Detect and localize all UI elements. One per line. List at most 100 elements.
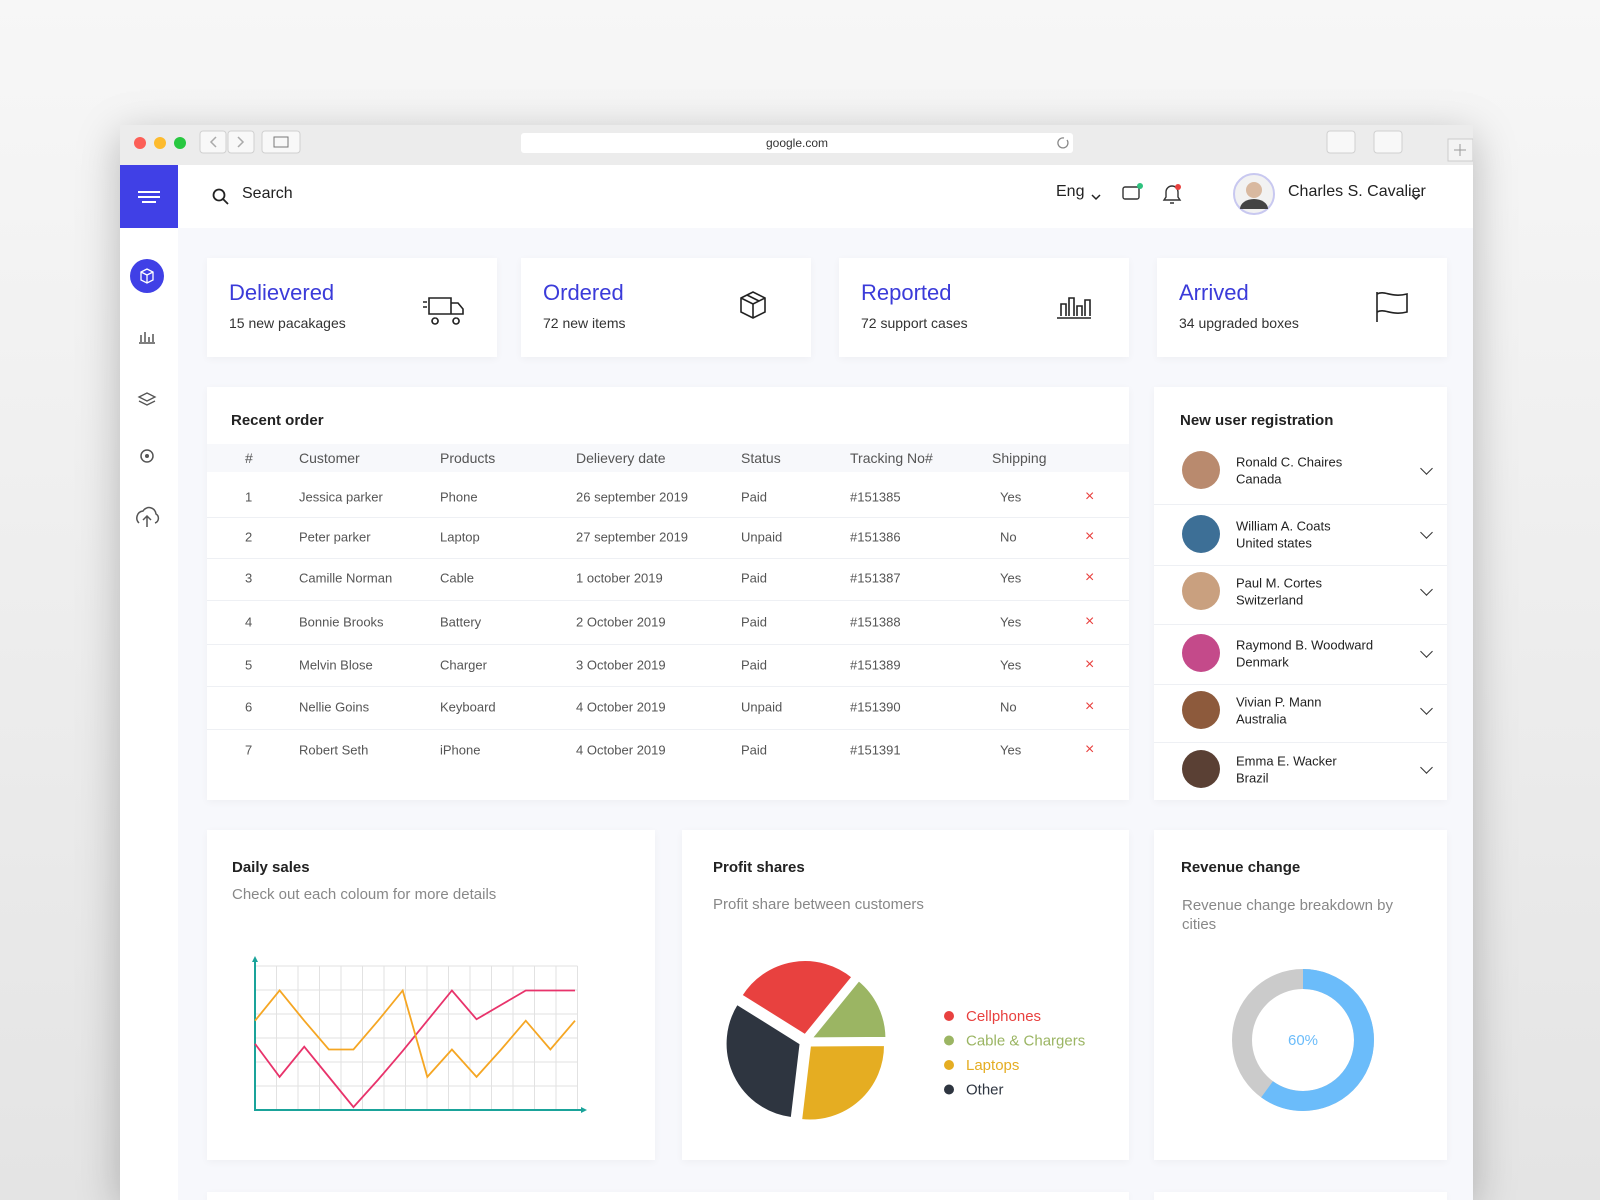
expand-button[interactable] xyxy=(1420,645,1433,658)
forward-button[interactable] xyxy=(227,130,255,154)
user-avatar xyxy=(1182,634,1220,672)
row-divider xyxy=(1154,624,1447,625)
tabs-button[interactable] xyxy=(1373,130,1403,154)
expand-button[interactable] xyxy=(1420,462,1433,475)
icon-shape xyxy=(740,291,766,319)
delete-button[interactable]: × xyxy=(1085,656,1095,673)
back-button[interactable] xyxy=(199,130,227,154)
search-input[interactable]: Search xyxy=(242,185,293,202)
table-cell: Camille Norman xyxy=(299,570,393,586)
table-cell: 1 xyxy=(245,489,253,505)
user-name: Emma E. Wacker xyxy=(1236,753,1337,769)
address-bar[interactable] xyxy=(521,133,1073,153)
title-bar: google.com xyxy=(120,125,1473,166)
expand-button[interactable] xyxy=(1420,583,1433,596)
delete-button[interactable]: × xyxy=(1085,613,1095,630)
table-cell: 4 xyxy=(245,614,253,630)
table-header xyxy=(207,444,1129,472)
expand-button[interactable] xyxy=(1420,526,1433,539)
next-card xyxy=(207,1192,1129,1200)
nav-stats[interactable] xyxy=(139,332,155,344)
icon-shape xyxy=(1376,292,1408,322)
row-divider xyxy=(207,557,1129,559)
user-name[interactable]: Charles S. Cavalier xyxy=(1288,183,1426,200)
stat-icon xyxy=(740,291,766,319)
notifications-button[interactable] xyxy=(1162,185,1182,204)
share-button[interactable] xyxy=(1326,130,1356,154)
table-cell: Yes xyxy=(1000,657,1022,673)
delete-button[interactable]: × xyxy=(1085,569,1095,586)
user-country: Canada xyxy=(1236,471,1282,487)
nav-settings[interactable] xyxy=(140,449,154,463)
expand-button[interactable] xyxy=(1420,761,1433,774)
row-divider xyxy=(1154,683,1447,685)
nav-upload[interactable] xyxy=(136,506,160,527)
stat-card: Ordered 72 new items xyxy=(521,258,811,357)
user-avatar xyxy=(1182,572,1220,610)
stat-subtitle: 72 new items xyxy=(543,315,626,331)
profit-shares-card: Profit shares Profit share between custo… xyxy=(682,830,1129,1160)
table-cell: Jessica parker xyxy=(299,489,383,505)
delete-button[interactable]: × xyxy=(1085,488,1095,505)
table-cell: 3 xyxy=(245,570,253,586)
stat-icon xyxy=(423,297,464,325)
stat-icon xyxy=(1057,297,1091,319)
user-country: United states xyxy=(1236,535,1312,551)
column-header: Shipping xyxy=(992,450,1047,466)
zoom-button[interactable] xyxy=(174,137,186,149)
table-cell: Paid xyxy=(741,570,768,586)
table-cell: Nellie Goins xyxy=(299,699,370,715)
table-cell: Unpaid xyxy=(741,529,783,545)
table-cell: Yes xyxy=(1000,742,1022,758)
user-country: Australia xyxy=(1236,711,1287,727)
stat-icon xyxy=(1376,292,1408,322)
row-divider xyxy=(207,643,1129,645)
table-cell: 6 xyxy=(245,699,253,715)
menu-button[interactable] xyxy=(120,165,178,228)
user-name: William A. Coats xyxy=(1236,518,1331,534)
top-bar-icons xyxy=(212,173,1421,215)
table-cell: Paid xyxy=(741,742,768,758)
table-cell: 4 October 2019 xyxy=(576,742,666,758)
table-cell: Unpaid xyxy=(741,699,783,715)
table-cell: Yes xyxy=(1000,489,1022,505)
card-title: New user registration xyxy=(1180,412,1334,429)
user-name: Raymond B. Woodward xyxy=(1236,637,1374,653)
delete-button[interactable]: × xyxy=(1085,528,1095,545)
row-divider xyxy=(1154,504,1447,505)
sidebar-button[interactable] xyxy=(261,130,301,154)
row-divider xyxy=(207,686,1129,687)
card-title: Revenue change xyxy=(1181,859,1301,876)
table-cell: No xyxy=(1000,699,1017,715)
row-divider xyxy=(207,728,1129,730)
table-cell: Keyboard xyxy=(440,699,496,715)
table-cell: 27 september 2019 xyxy=(576,529,689,545)
table-cell: Cable xyxy=(440,570,474,586)
table-cell: Charger xyxy=(440,657,487,673)
table-cell: 5 xyxy=(245,657,253,673)
card-subtitle: Check out each coloum for more details xyxy=(232,886,497,903)
delete-button[interactable]: × xyxy=(1085,698,1095,715)
table-cell: #151386 xyxy=(850,529,901,545)
nav-layers[interactable] xyxy=(137,392,157,406)
card-title: Daily sales xyxy=(232,859,310,876)
language-selector[interactable]: Eng xyxy=(1056,183,1085,200)
minimize-button[interactable] xyxy=(154,137,166,149)
top-bar: Search Eng Charles S. Cavalier xyxy=(178,165,1473,228)
revenue-change-card: Revenue change Revenue change breakdown … xyxy=(1154,830,1447,1160)
next-card xyxy=(1154,1192,1447,1200)
table-cell: 1 october 2019 xyxy=(576,570,663,586)
delete-button[interactable]: × xyxy=(1085,741,1095,758)
stat-subtitle: 34 upgraded boxes xyxy=(1179,315,1299,331)
row-divider xyxy=(1154,564,1447,566)
table-cell: Peter parker xyxy=(299,529,371,545)
card-subtitle: Revenue change breakdown by cities xyxy=(1182,897,1393,933)
column-header: Status xyxy=(741,450,781,466)
messages-button[interactable] xyxy=(1122,186,1140,200)
expand-button[interactable] xyxy=(1420,702,1433,715)
close-button[interactable] xyxy=(134,137,146,149)
stat-title: Reported xyxy=(861,280,952,305)
user-avatar xyxy=(1182,451,1220,489)
sidebar-icons xyxy=(130,259,164,527)
